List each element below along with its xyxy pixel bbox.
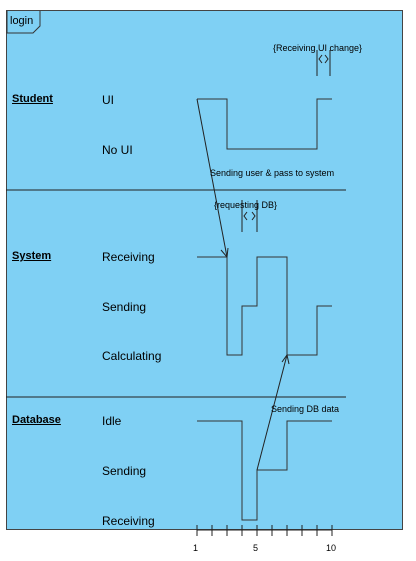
state-label: Idle xyxy=(102,414,122,428)
constraint-ui-arrows xyxy=(318,54,329,64)
axis-tick-label: 5 xyxy=(253,543,259,553)
axis-tick-label: 1 xyxy=(193,543,199,553)
frame-label: login xyxy=(10,15,34,27)
frame-tab-border xyxy=(6,11,41,34)
state-label: Receiving xyxy=(102,514,155,528)
state-label: Sending xyxy=(102,300,147,314)
message-db-data-arrowhead xyxy=(281,353,290,365)
lifeline-database: Database xyxy=(12,414,61,426)
message-db-data-line xyxy=(256,354,288,471)
student-timeline xyxy=(197,98,332,150)
state-label: No UI xyxy=(102,143,133,157)
message-user-pass-arrowhead xyxy=(220,247,229,259)
lifeline-system: System xyxy=(12,250,52,262)
database-timeline xyxy=(197,420,332,521)
constraint-receiving-ui-label: {Receiving UI change} xyxy=(273,43,363,53)
state-label: Receiving xyxy=(102,250,155,264)
state-label: UI xyxy=(102,93,114,107)
message-user-pass-label: Sending user & pass to system xyxy=(210,168,335,178)
sequence-frame xyxy=(6,10,403,530)
constraint-requesting-db-label: {requesting DB} xyxy=(214,200,278,210)
state-label: Sending xyxy=(102,464,147,478)
state-label: Calculating xyxy=(102,349,162,363)
axis-tick-label: 10 xyxy=(326,543,337,553)
message-db-data-label: Sending DB data xyxy=(271,404,340,414)
message-user-pass-line xyxy=(196,98,228,258)
constraint-db-arrows xyxy=(243,211,256,221)
system-timeline xyxy=(197,256,332,356)
time-axis-ticks xyxy=(196,525,333,536)
lifeline-student: Student xyxy=(12,93,53,105)
